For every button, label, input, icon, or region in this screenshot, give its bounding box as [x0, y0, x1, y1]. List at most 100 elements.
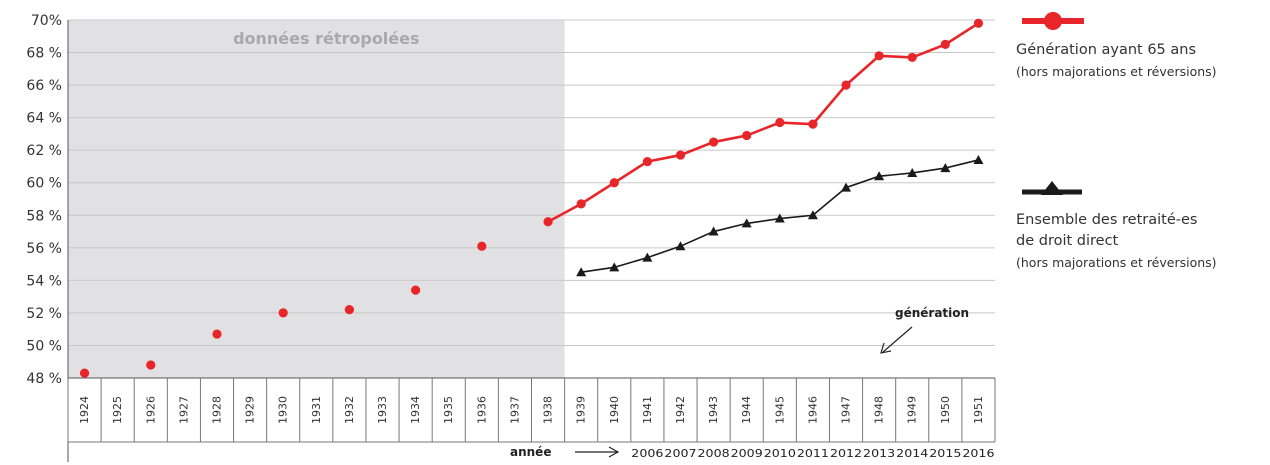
series-black-point: [774, 213, 785, 223]
series-black-point: [741, 218, 752, 228]
series-red-point: [808, 119, 818, 129]
series-red-point: [940, 39, 950, 50]
series-black-point: [940, 163, 951, 173]
series-black-point: [907, 167, 918, 177]
annee-arrow-head-icon: [608, 446, 620, 458]
legend-black-note: (hors majorations et réversions): [1016, 255, 1217, 270]
x-tick-label: 1928: [210, 396, 223, 424]
x-tick-label: 1940: [608, 396, 621, 424]
series-red-line: [547, 22, 980, 223]
x-tick-label: 1939: [575, 396, 588, 424]
x-tick-label: 1938: [542, 396, 555, 424]
x-tick-label: 1950: [939, 396, 952, 424]
x-tick-label: 1932: [343, 396, 356, 424]
legend-black-swatch-icon: [1022, 181, 1082, 195]
series-black-point: [675, 241, 686, 251]
year-label: 2013: [863, 448, 895, 460]
legend-black-title-line1: Ensemble des retraité-es: [1016, 212, 1198, 228]
y-tick-label: 54 %: [26, 273, 62, 289]
x-tick-label: 1948: [873, 396, 886, 424]
series-red-point: [411, 285, 421, 295]
x-tick-label: 1947: [840, 396, 853, 424]
y-tick-label: 52 %: [26, 306, 62, 322]
retro-shade: [68, 20, 565, 378]
series-red-point: [576, 199, 586, 209]
year-label: 2009: [731, 448, 763, 460]
generation-label: génération: [895, 306, 969, 320]
y-tick-label: 64 %: [26, 111, 62, 127]
x-tick-label: 1943: [707, 396, 720, 424]
x-tick-label: 1931: [310, 396, 323, 424]
x-tick-label: 1929: [244, 396, 257, 424]
x-tick-label: 1927: [177, 396, 190, 424]
x-tick-label: 1930: [277, 396, 290, 424]
x-tick-label: 1934: [409, 396, 422, 424]
y-tick-label: 70%: [31, 13, 62, 29]
series-red-point: [708, 137, 719, 147]
legend-red-swatch-icon: [1022, 12, 1084, 30]
series-black-point: [807, 210, 818, 220]
series-red-point: [675, 150, 686, 160]
legend-black-title-line2: de droit direct: [1016, 233, 1119, 249]
year-label: 2015: [929, 448, 961, 460]
y-tick-label: 56 %: [26, 241, 62, 257]
series-black-point: [708, 226, 719, 236]
y-tick-label: 50 %: [26, 338, 62, 354]
y-tick-label: 68 %: [26, 46, 62, 62]
series-red-point: [344, 305, 355, 315]
y-tick-label: 66 %: [26, 78, 62, 94]
series-black-point: [874, 171, 885, 181]
x-tick-label: 1944: [740, 396, 753, 424]
generation-arrow-head-icon: [880, 342, 892, 354]
series-red-point: [212, 329, 222, 339]
series-black-point: [642, 252, 653, 262]
series-red-point: [841, 80, 851, 90]
x-tick-label: 1945: [773, 396, 786, 424]
series-red-point: [874, 51, 884, 61]
series-red-point: [973, 18, 984, 28]
x-tick-label: 1951: [972, 396, 985, 424]
series-red-point: [146, 360, 156, 370]
x-tick-label: 1949: [906, 396, 919, 424]
x-tick-label: 1946: [806, 396, 819, 424]
y-tick-label: 58 %: [26, 208, 62, 224]
series-red-point: [79, 368, 90, 378]
series-red-point: [278, 308, 288, 318]
x-tick-label: 1941: [641, 396, 654, 424]
year-label: 2016: [962, 448, 994, 460]
annee-label: année: [510, 445, 551, 459]
y-tick-label: 60 %: [26, 176, 62, 192]
year-label: 2006: [631, 448, 663, 460]
legend-red-note: (hors majorations et réversions): [1016, 64, 1217, 79]
series-red-point: [907, 52, 917, 63]
year-label: 2007: [664, 448, 696, 460]
x-tick-label: 1926: [144, 396, 157, 424]
series-red-point: [642, 156, 652, 167]
year-label: 2008: [698, 448, 730, 460]
series-red-point: [609, 178, 619, 188]
series-black-point: [609, 262, 620, 272]
x-tick-label: 1935: [442, 396, 455, 424]
generation-arrow-icon: [882, 326, 913, 353]
retro-label: données rétropolées: [233, 29, 419, 48]
year-label: 2012: [830, 448, 862, 460]
series-black-point: [841, 182, 852, 192]
x-tick-label: 1925: [111, 396, 124, 424]
legend-black: Ensemble des retraité-es de droit direct…: [1016, 210, 1217, 273]
legend-red: Génération ayant 65 ans (hors majoration…: [1016, 40, 1217, 82]
series-black-point: [576, 267, 587, 277]
series-red-point: [742, 130, 752, 141]
chart-svg: données rétropolées 48 % 50 % 52 % 54 % 56 % 5…: [26, 13, 996, 462]
x-tick-label: 1933: [376, 396, 389, 424]
year-label: 2014: [896, 448, 928, 460]
year-label: 2010: [764, 448, 796, 460]
series-red-point: [543, 217, 553, 227]
legend-red-title: Génération ayant 65 ans: [1016, 42, 1197, 58]
x-tick-label: 1937: [508, 396, 521, 424]
series-red-point: [477, 241, 487, 251]
x-tick-label: 1942: [674, 396, 687, 424]
x-tick-label: 1936: [475, 396, 488, 424]
year-label: 2011: [797, 448, 829, 460]
y-tick-label: 48 %: [26, 371, 62, 387]
x-tick-label: 1924: [78, 396, 91, 424]
